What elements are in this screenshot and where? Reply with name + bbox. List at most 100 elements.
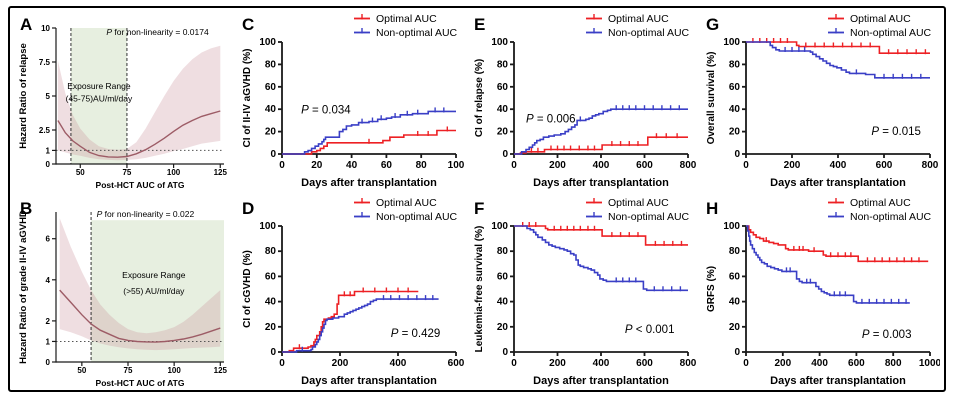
y-tick-label: 0 [734,149,740,160]
x-tick-label: 100 [167,168,181,177]
series-non_optimal [282,298,439,353]
y-tick-label: 0 [502,149,508,160]
x-tick-label: 60 [381,160,393,171]
y-axis-label: Leukemia-free survival (%) [474,226,485,353]
x-tick-label: 400 [830,160,847,171]
x-tick-label: 600 [448,358,465,369]
legend-label: Non-optimal AUC [608,211,690,223]
legend-label: Optimal AUC [376,197,437,209]
series-optimal [282,129,456,155]
y-axis-label: Hazard Ratio of relapse [18,43,29,149]
exposure-region [91,220,224,362]
x-tick-label: 600 [876,160,893,171]
censor-marks-optimal [765,237,920,263]
p-value-label: P = 0.015 [871,126,921,138]
y-tick-label: 20 [265,322,277,333]
y-tick-label: 60 [497,271,509,282]
x-tick-label: 1000 [919,358,940,369]
legend: Optimal AUC Non-optimal AUC [586,13,690,39]
legend-label: Optimal AUC [376,13,437,25]
panel-e-ci-relapse: 0 200 400 600 800 0 20 40 60 80 100 Days after tran… [472,12,698,194]
panel-letter: C [242,15,254,34]
x-tick-label: 400 [811,358,828,369]
x-tick-label: 0 [279,358,285,369]
y-axis-label: Hazard Ratio of grade II-IV aGVHD [18,210,29,364]
legend-label: Non-optimal AUC [376,211,458,223]
x-tick-label: 400 [390,358,407,369]
panel-c-ci-agvhd: 0 20 40 60 80 100 0 20 40 60 80 100 Days after trans… [240,12,466,194]
panel-f-leukemia-free-survival: 0 200 400 600 800 0 20 40 60 80 100 Days after tran… [472,196,698,392]
panel-c-chart: 0 20 40 60 80 100 0 20 40 60 80 100 Days after trans… [242,13,465,189]
series-non_optimal [282,110,456,155]
panel-letter: F [474,199,484,218]
y-tick-label: 0 [46,160,51,169]
panel-h-grfs: 0 200 400 600 800 1000 0 20 40 60 80 100 Days after … [704,196,942,392]
censor-marks-non_optimal [785,267,907,304]
y-tick-label: 20 [265,127,277,138]
y-tick-label: 40 [497,104,509,115]
y-tick-label: 0 [270,149,276,160]
y-tick-label: 100 [259,37,276,48]
legend: Optimal AUC Non-optimal AUC [354,197,458,223]
censor-marks-optimal [522,222,683,246]
x-tick-label: 600 [636,160,653,171]
series-optimal [514,225,688,246]
y-tick-label: 2.5 [39,126,51,135]
panel-letter: H [706,199,718,218]
x-tick-label: 200 [549,160,566,171]
y-tick-label: 80 [265,59,277,70]
y-axis-label: CI of II-IV aGVHD (%) [242,49,253,148]
x-tick-label: 0 [511,358,517,369]
panel-a-chart: P for non-linearity = 0.0174 Exposure Ran… [18,15,227,190]
x-axis-label: Days after transplantation [301,375,437,387]
series-non_optimal [514,108,688,155]
y-tick-label: 0 [502,347,508,358]
y-tick-label: 80 [729,59,741,70]
panel-a-hazard-ratio-relapse: P for non-linearity = 0.0174 Exposure Ran… [16,12,232,194]
x-tick-label: 200 [332,358,349,369]
x-tick-label: 0 [511,160,517,171]
annotation: Exposure Range [67,81,131,91]
y-tick-label: 60 [729,82,741,93]
p-value-label: P < 0.001 [625,324,675,336]
y-tick-label: 7.5 [39,58,51,67]
censor-marks-optimal [752,38,927,55]
y-tick-label: 80 [729,246,741,257]
y-tick-label: 80 [497,246,509,257]
y-axis-label: CI of cGVHD (%) [242,250,253,328]
x-tick-label: 600 [636,358,653,369]
y-tick-label: 80 [265,246,277,257]
hazard-ratio-curve [57,110,221,158]
legend-label: Optimal AUC [608,13,669,25]
y-tick-label: 100 [259,221,276,232]
panel-e-chart: 0 200 400 600 800 0 20 40 60 80 100 Days after tran… [474,13,697,189]
y-tick-label: 2 [46,317,51,326]
panel-letter: G [706,15,719,34]
y-tick-label: 6 [46,235,51,244]
p-value-label: P = 0.034 [301,105,351,117]
x-tick-label: 75 [124,366,133,375]
panel-letter: B [20,199,32,218]
panel-b-chart: P for non-linearity = 0.022 Exposure Rang… [18,199,228,388]
series-optimal [746,225,929,263]
x-tick-label: 200 [784,160,801,171]
panel-h-chart: 0 200 400 600 800 1000 0 20 40 60 80 100 Days after … [706,197,942,387]
legend: Optimal AUC Non-optimal AUC [828,13,932,39]
x-tick-label: 100 [167,366,181,375]
series-optimal [282,290,419,353]
annotation: P for non-linearity = 0.022 [97,209,195,219]
y-tick-label: 0 [46,358,51,367]
x-tick-label: 200 [774,358,791,369]
y-tick-label: 40 [729,104,741,115]
x-axis-label: Days after transplantation [770,177,906,189]
y-tick-label: 0 [734,347,740,358]
y-tick-label: 20 [497,127,509,138]
legend-label: Non-optimal AUC [850,27,932,39]
x-tick-label: 50 [76,168,85,177]
panel-d-ci-cgvhd: 0 200 400 600 0 20 40 60 80 100 Days after transpl… [240,196,466,392]
y-tick-label: 40 [265,297,277,308]
x-tick-label: 40 [346,160,358,171]
legend-label: Optimal AUC [608,197,669,209]
x-tick-label: 0 [279,160,285,171]
x-tick-label: 50 [77,366,86,375]
